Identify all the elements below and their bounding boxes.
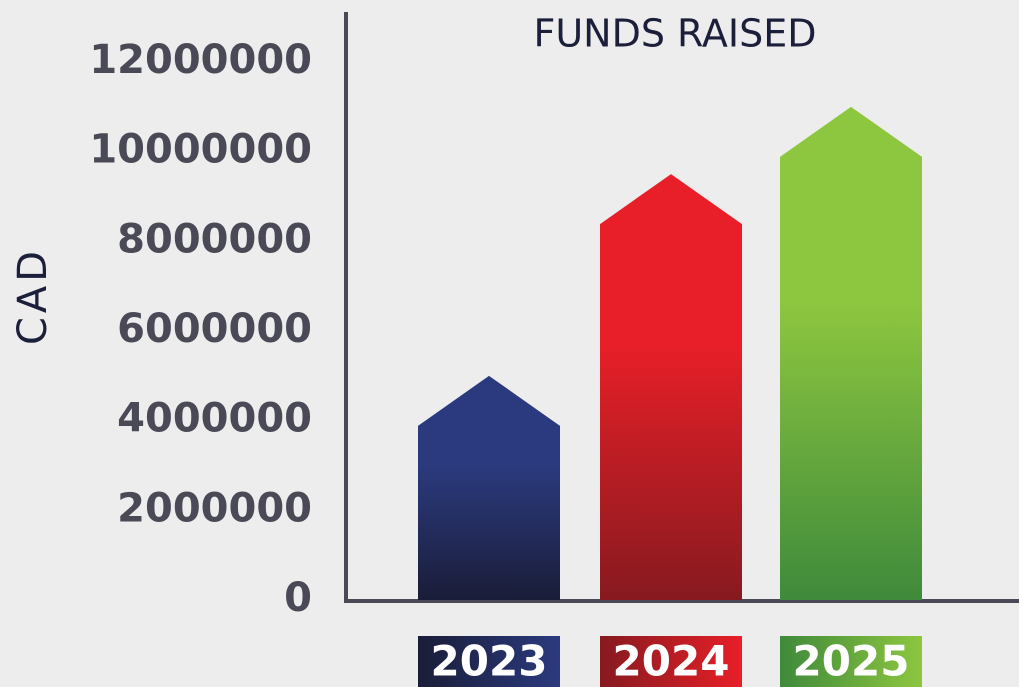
- y-axis-label: CAD: [10, 247, 56, 345]
- category-badge: [780, 636, 922, 687]
- chart-title: FUNDS RAISED: [533, 12, 816, 56]
- y-tick-label: 12000000: [89, 37, 312, 83]
- category-badge: [600, 636, 742, 687]
- bar: [780, 106, 922, 600]
- y-tick-label: 8000000: [117, 216, 312, 262]
- category-badge: [418, 636, 560, 687]
- x-tick-label: 2025: [793, 637, 910, 686]
- bar: [418, 375, 560, 600]
- x-tick-label: 2023: [431, 637, 548, 686]
- x-tick-label: 2024: [613, 637, 730, 686]
- bar: [600, 174, 742, 601]
- y-tick-label: 4000000: [117, 396, 312, 442]
- y-tick-label: 2000000: [117, 485, 312, 531]
- y-tick-label: 6000000: [117, 306, 312, 352]
- y-tick-label: 0: [284, 575, 312, 621]
- y-tick-label: 10000000: [89, 127, 312, 173]
